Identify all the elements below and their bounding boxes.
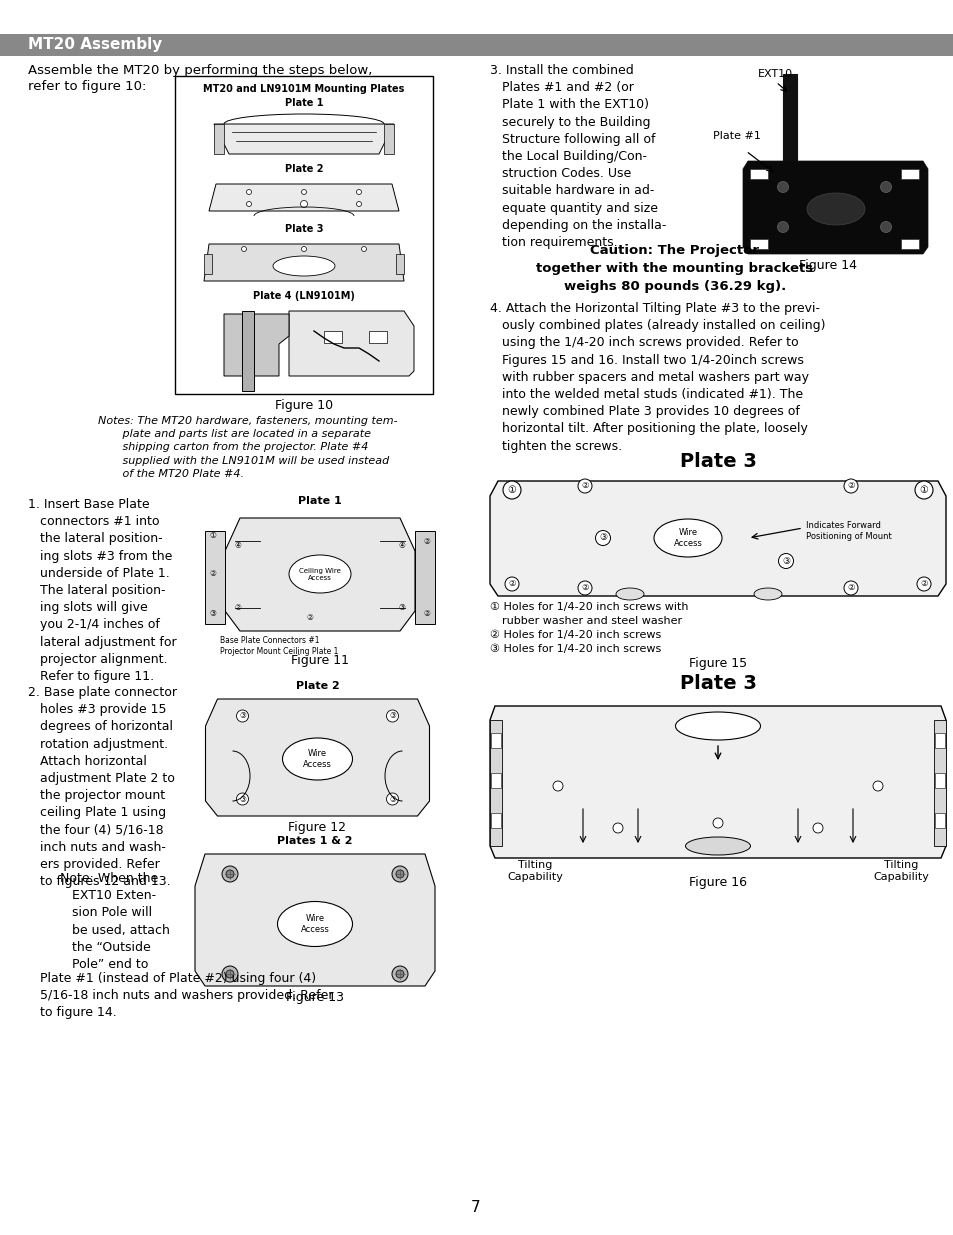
Polygon shape bbox=[490, 706, 945, 858]
Text: Plate 4 (LN9101M): Plate 4 (LN9101M) bbox=[253, 291, 355, 301]
Circle shape bbox=[916, 577, 930, 592]
Text: ③: ③ bbox=[781, 557, 789, 566]
Circle shape bbox=[843, 479, 857, 493]
Circle shape bbox=[395, 969, 403, 978]
Text: Figure 10: Figure 10 bbox=[274, 399, 333, 412]
Text: ③: ③ bbox=[389, 711, 395, 720]
Text: 2. Base plate connector
   holes #3 provide 15
   degrees of horizontal
   rotat: 2. Base plate connector holes #3 provide… bbox=[28, 685, 177, 888]
Circle shape bbox=[222, 966, 237, 982]
Circle shape bbox=[880, 182, 890, 193]
Text: Caution: The Projector: Caution: The Projector bbox=[590, 245, 759, 257]
Ellipse shape bbox=[282, 739, 352, 781]
Polygon shape bbox=[224, 314, 289, 375]
Text: ③: ③ bbox=[598, 534, 606, 542]
Text: ②: ② bbox=[508, 579, 516, 589]
Polygon shape bbox=[213, 124, 394, 154]
Text: 4. Attach the Horizontal Tilting Plate #3 to the previ-
   ously combined plates: 4. Attach the Horizontal Tilting Plate #… bbox=[490, 303, 824, 452]
Circle shape bbox=[301, 189, 306, 194]
Text: ②: ② bbox=[580, 482, 588, 490]
Circle shape bbox=[553, 781, 562, 790]
Circle shape bbox=[386, 710, 398, 722]
Bar bbox=[900, 240, 918, 249]
Text: ④: ④ bbox=[234, 541, 241, 551]
Text: Plates 1 & 2: Plates 1 & 2 bbox=[277, 836, 353, 846]
Text: ③: ③ bbox=[398, 604, 405, 613]
Text: Notes: The MT20 hardware, fasteners, mounting tem-
       plate and parts list a: Notes: The MT20 hardware, fasteners, mou… bbox=[98, 416, 397, 479]
Text: Plate 2: Plate 2 bbox=[295, 680, 339, 692]
Text: Plate 1: Plate 1 bbox=[297, 496, 341, 506]
Text: Indicates Forward
Positioning of Mount: Indicates Forward Positioning of Mount bbox=[805, 521, 891, 541]
Text: ① Holes for 1/4-20 inch screws with: ① Holes for 1/4-20 inch screws with bbox=[490, 601, 688, 613]
Circle shape bbox=[880, 221, 890, 232]
Text: Tilting
Capability: Tilting Capability bbox=[872, 860, 928, 882]
Bar bbox=[934, 773, 944, 788]
Circle shape bbox=[502, 480, 520, 499]
Text: ②: ② bbox=[846, 583, 854, 593]
Text: MT20 and LN9101M Mounting Plates: MT20 and LN9101M Mounting Plates bbox=[203, 84, 404, 94]
Bar bbox=[934, 734, 944, 748]
Text: 7: 7 bbox=[471, 1200, 480, 1215]
Polygon shape bbox=[742, 161, 927, 254]
Text: ③ Holes for 1/4-20 inch screws: ③ Holes for 1/4-20 inch screws bbox=[490, 643, 660, 655]
Bar bbox=[900, 169, 918, 179]
Text: Figure 12: Figure 12 bbox=[288, 821, 346, 834]
Circle shape bbox=[222, 866, 237, 882]
Circle shape bbox=[241, 247, 246, 252]
Circle shape bbox=[812, 823, 822, 832]
Bar bbox=[749, 240, 767, 249]
Circle shape bbox=[226, 969, 233, 978]
Circle shape bbox=[392, 966, 408, 982]
Text: Plate 1: Plate 1 bbox=[284, 98, 323, 107]
Text: Figure 11: Figure 11 bbox=[291, 655, 349, 667]
Text: ③: ③ bbox=[239, 711, 246, 720]
Circle shape bbox=[712, 818, 722, 827]
Text: Plate 3: Plate 3 bbox=[284, 224, 323, 233]
Circle shape bbox=[778, 553, 793, 568]
Text: Wire
Access: Wire Access bbox=[300, 914, 329, 934]
Text: 3. Install the combined
   Plates #1 and #2 (or
   Plate 1 with the EXT10)
   se: 3. Install the combined Plates #1 and #2… bbox=[490, 64, 666, 249]
Text: Plate 3: Plate 3 bbox=[679, 452, 756, 471]
Text: ②: ② bbox=[846, 482, 854, 490]
Ellipse shape bbox=[273, 256, 335, 275]
Bar bbox=[395, 254, 403, 274]
Text: ①: ① bbox=[507, 485, 516, 495]
Text: Figure 16: Figure 16 bbox=[688, 876, 746, 889]
Text: Plate 3: Plate 3 bbox=[679, 674, 756, 693]
Text: Figure 14: Figure 14 bbox=[799, 259, 856, 272]
Text: ①: ① bbox=[919, 485, 927, 495]
Text: ②: ② bbox=[920, 579, 926, 589]
Text: Wire
Access: Wire Access bbox=[673, 529, 701, 547]
Text: ②: ② bbox=[210, 569, 216, 578]
Circle shape bbox=[777, 221, 788, 232]
Text: EXT10: EXT10 bbox=[758, 69, 792, 79]
Circle shape bbox=[872, 781, 882, 790]
Circle shape bbox=[246, 189, 252, 194]
Ellipse shape bbox=[675, 713, 760, 740]
Bar bbox=[491, 813, 500, 827]
Text: ③: ③ bbox=[389, 794, 395, 804]
Text: ③: ③ bbox=[210, 610, 216, 619]
Text: ②: ② bbox=[306, 614, 314, 622]
Circle shape bbox=[392, 866, 408, 882]
Text: 1. Insert Base Plate
   connectors #1 into
   the lateral position-
   ing slots: 1. Insert Base Plate connectors #1 into … bbox=[28, 498, 176, 683]
Polygon shape bbox=[205, 699, 429, 816]
Polygon shape bbox=[289, 311, 414, 375]
Bar bbox=[934, 813, 944, 827]
Text: Figure 15: Figure 15 bbox=[688, 657, 746, 671]
Circle shape bbox=[236, 710, 248, 722]
Circle shape bbox=[356, 201, 361, 206]
Bar bbox=[369, 331, 387, 343]
Bar bbox=[324, 331, 341, 343]
Ellipse shape bbox=[806, 193, 864, 225]
Text: ②: ② bbox=[234, 604, 241, 613]
Circle shape bbox=[613, 823, 622, 832]
Ellipse shape bbox=[289, 555, 351, 593]
Text: rubber washer and steel washer: rubber washer and steel washer bbox=[501, 616, 681, 626]
Text: ②: ② bbox=[423, 536, 430, 546]
Circle shape bbox=[246, 201, 252, 206]
Circle shape bbox=[386, 793, 398, 805]
Circle shape bbox=[301, 247, 306, 252]
Text: ②: ② bbox=[423, 610, 430, 619]
Text: ④: ④ bbox=[398, 541, 405, 551]
Bar bbox=[384, 124, 394, 154]
